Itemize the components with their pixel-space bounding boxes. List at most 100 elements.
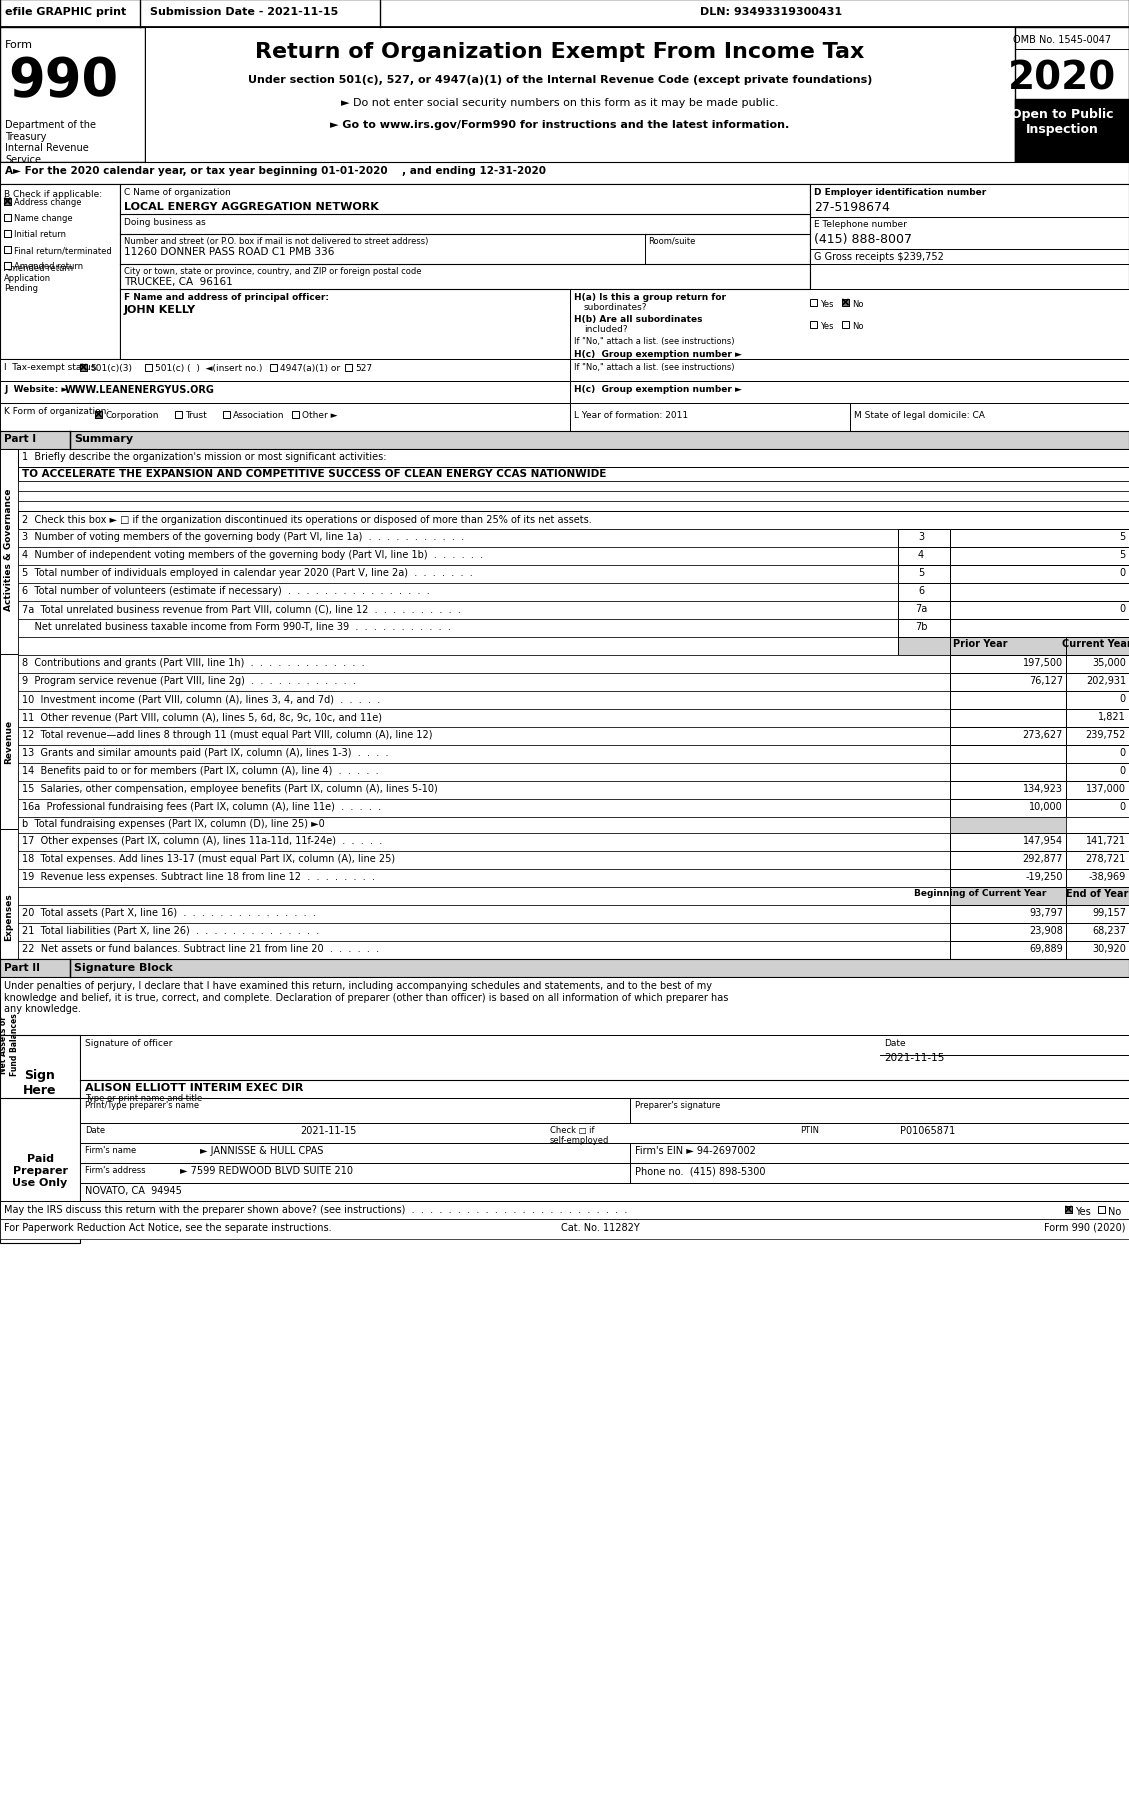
Bar [630, 1144, 1129, 1164]
Bar [120, 184, 809, 360]
Bar [949, 638, 1066, 656]
Text: 0: 0 [1120, 748, 1126, 757]
Bar [949, 869, 1066, 887]
Text: Room/suite: Room/suite [648, 237, 695, 246]
Bar [949, 923, 1066, 941]
Bar [0, 0, 1129, 27]
Text: 4: 4 [918, 549, 924, 560]
Text: Trust: Trust [185, 410, 207, 419]
Text: 68,237: 68,237 [1092, 925, 1126, 936]
Text: Pending: Pending [5, 284, 38, 293]
Text: 5  Total number of individuals employed in calendar year 2020 (Part V, line 2a) : 5 Total number of individuals employed i… [21, 567, 473, 578]
Text: 501(c)(3): 501(c)(3) [90, 363, 132, 372]
Bar [1066, 799, 1129, 817]
Bar [5, 262, 11, 269]
Text: 4  Number of independent voting members of the governing body (Part VI, line 1b): 4 Number of independent voting members o… [21, 549, 483, 560]
Text: Prior Year: Prior Year [953, 638, 1007, 649]
Bar [1066, 710, 1129, 728]
Text: efile GRAPHIC print: efile GRAPHIC print [5, 7, 126, 16]
Text: 9  Program service revenue (Part VIII, line 2g)  .  .  .  .  .  .  .  .  .  .  .: 9 Program service revenue (Part VIII, li… [21, 676, 356, 685]
Bar [18, 692, 949, 710]
Bar [1065, 1205, 1073, 1212]
Text: ► 7599 REDWOOD BLVD SUITE 210: ► 7599 REDWOOD BLVD SUITE 210 [180, 1166, 353, 1175]
Text: 7a: 7a [914, 604, 927, 614]
Text: 0: 0 [1120, 802, 1126, 811]
Text: Amended return: Amended return [5, 264, 73, 273]
Bar [1066, 746, 1129, 764]
Text: Type or print name and title: Type or print name and title [85, 1093, 202, 1102]
Text: Print/Type preparer's name: Print/Type preparer's name [85, 1100, 199, 1109]
Bar [898, 566, 949, 584]
Text: Initial return: Initial return [14, 229, 65, 239]
Bar [570, 360, 1129, 381]
Text: If "No," attach a list. (see instructions): If "No," attach a list. (see instruction… [574, 336, 735, 345]
Bar [18, 548, 898, 566]
Bar [18, 887, 949, 905]
Bar [0, 360, 570, 381]
Text: 76,127: 76,127 [1029, 676, 1064, 685]
Bar [570, 403, 850, 432]
Text: 12  Total revenue—add lines 8 through 11 (must equal Part VIII, column (A), line: 12 Total revenue—add lines 8 through 11 … [21, 730, 432, 739]
Bar [949, 584, 1129, 602]
Bar [18, 674, 949, 692]
Bar [898, 584, 949, 602]
Text: Return of Organization Exempt From Income Tax: Return of Organization Exempt From Incom… [255, 42, 865, 61]
Bar [898, 548, 949, 566]
Bar [0, 163, 1129, 184]
Bar [1066, 782, 1129, 799]
Bar [0, 1099, 80, 1243]
Bar [18, 782, 949, 799]
Text: Form: Form [5, 40, 33, 51]
Text: ► Go to www.irs.gov/Form990 for instructions and the latest information.: ► Go to www.irs.gov/Form990 for instruct… [331, 119, 789, 130]
Text: I  Tax-exempt status:: I Tax-exempt status: [5, 363, 98, 372]
Bar [18, 764, 949, 782]
Text: NOVATO, CA  94945: NOVATO, CA 94945 [85, 1185, 182, 1196]
Text: 19  Revenue less expenses. Subtract line 18 from line 12  .  .  .  .  .  .  .  .: 19 Revenue less expenses. Subtract line … [21, 871, 375, 882]
Text: 2  Check this box ► □ if the organization discontinued its operations or dispose: 2 Check this box ► □ if the organization… [21, 515, 592, 524]
Text: Preparer's signature: Preparer's signature [634, 1100, 720, 1109]
Bar [630, 1099, 1129, 1124]
Bar [949, 887, 1066, 905]
Text: If "No," attach a list. (see instructions): If "No," attach a list. (see instruction… [574, 363, 735, 372]
Text: ► Do not enter social security numbers on this form as it may be made public.: ► Do not enter social security numbers o… [341, 98, 779, 108]
Bar [949, 620, 1129, 638]
Text: 35,000: 35,000 [1092, 658, 1126, 667]
Text: Under section 501(c), 527, or 4947(a)(1) of the Internal Revenue Code (except pr: Under section 501(c), 527, or 4947(a)(1)… [247, 74, 873, 85]
Text: 0: 0 [1120, 766, 1126, 775]
Text: 10,000: 10,000 [1030, 802, 1064, 811]
Text: 11  Other revenue (Part VIII, column (A), lines 5, 6d, 8c, 9c, 10c, and 11e): 11 Other revenue (Part VIII, column (A),… [21, 712, 382, 721]
Bar [1015, 99, 1129, 163]
Text: 2021-11-15: 2021-11-15 [884, 1052, 944, 1063]
Bar [0, 184, 120, 360]
Text: Submission Date - 2021-11-15: Submission Date - 2021-11-15 [150, 7, 339, 16]
Text: Summary: Summary [75, 434, 133, 445]
Text: Yes: Yes [820, 322, 833, 331]
Text: Address change: Address change [14, 199, 81, 206]
Bar [898, 638, 1129, 656]
Bar [18, 851, 949, 869]
Text: (415) 888-8007: (415) 888-8007 [814, 233, 912, 246]
Text: Corporation: Corporation [105, 410, 158, 419]
Text: Number and street (or P.O. box if mail is not delivered to street address): Number and street (or P.O. box if mail i… [124, 237, 428, 246]
Text: K Form of organization:: K Form of organization: [5, 407, 110, 416]
Text: 30,920: 30,920 [1092, 943, 1126, 954]
Bar [175, 412, 182, 417]
Text: 2021-11-15: 2021-11-15 [300, 1126, 357, 1135]
Bar [1066, 833, 1129, 851]
Bar [842, 322, 849, 329]
Text: H(b) Are all subordinates: H(b) Are all subordinates [574, 314, 702, 323]
Text: -38,969: -38,969 [1088, 871, 1126, 882]
Bar [0, 1220, 1129, 1240]
Bar [809, 300, 817, 307]
Text: Part II: Part II [5, 963, 40, 972]
Bar [80, 1099, 630, 1124]
Bar [345, 365, 352, 370]
Bar [0, 381, 570, 403]
Bar [949, 817, 1066, 833]
Text: 5: 5 [1119, 531, 1124, 542]
Bar [5, 199, 11, 206]
Text: subordinates?: subordinates? [584, 304, 648, 313]
Bar [18, 584, 898, 602]
Bar [1066, 692, 1129, 710]
Bar [18, 638, 898, 656]
